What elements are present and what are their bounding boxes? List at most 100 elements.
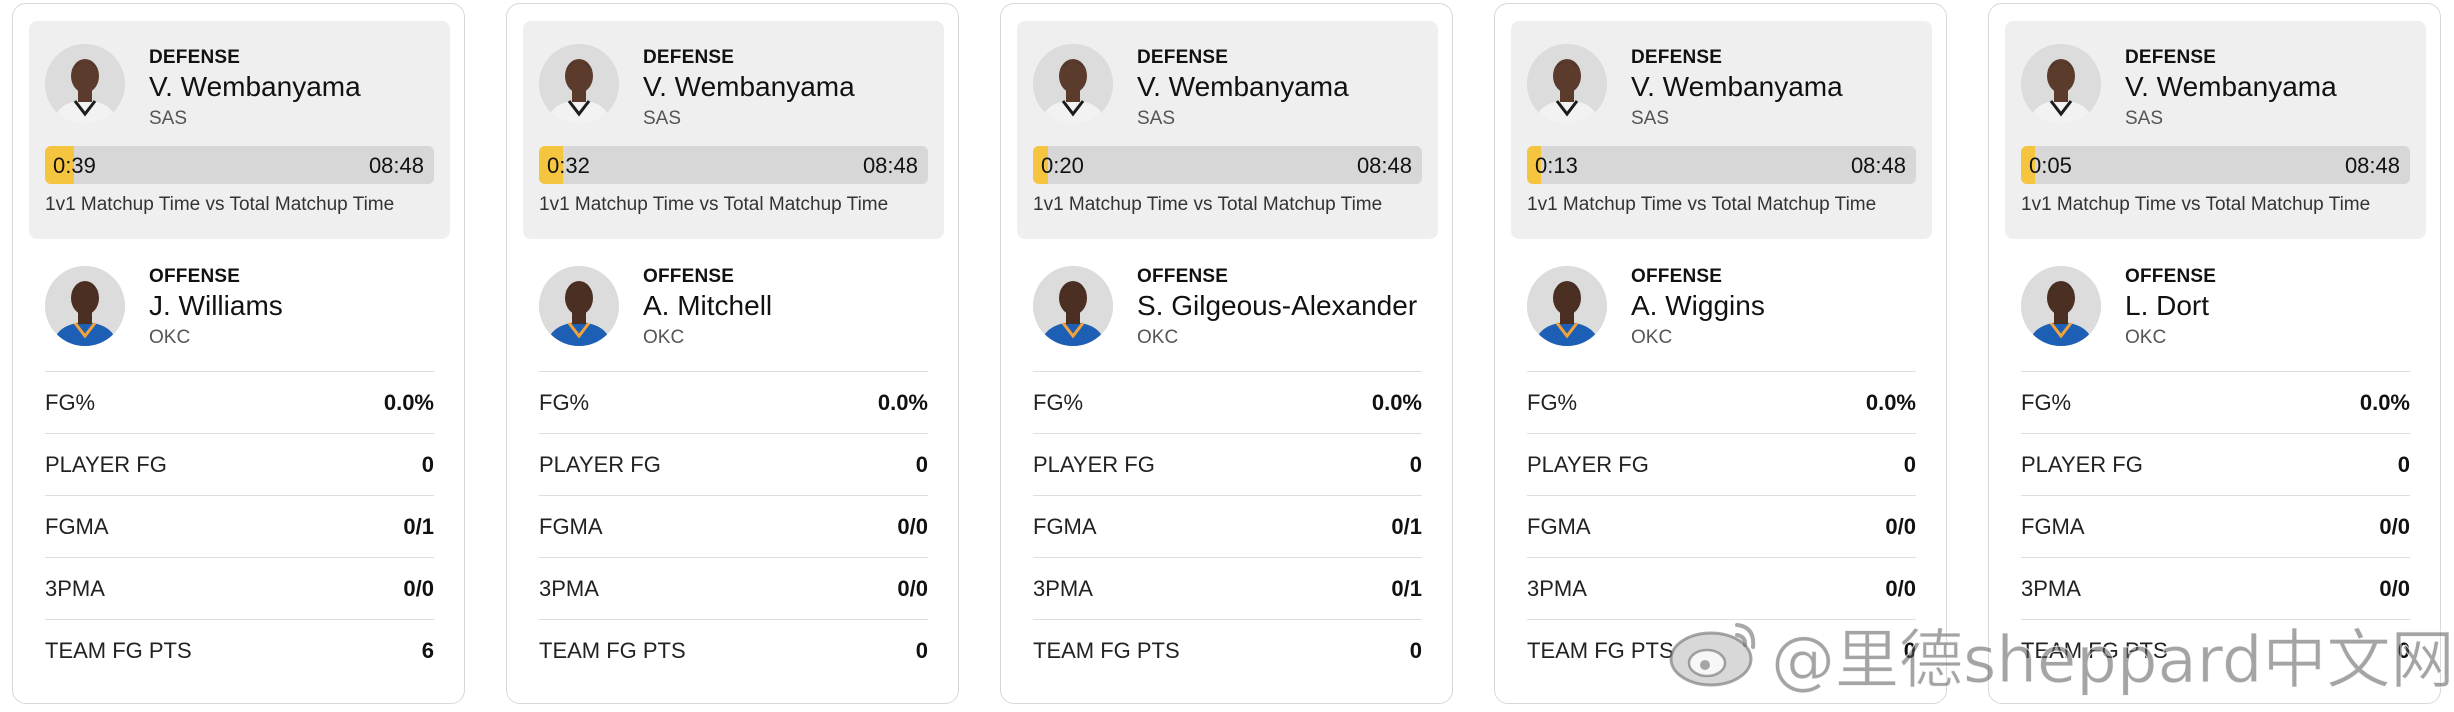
offense-player-team: OKC [1631,327,1673,348]
stat-row: FG% 0.0% [45,371,434,433]
offense-player-team: OKC [149,327,191,348]
defender-team: SAS [1137,108,1176,129]
matchup-card: DEFENSE V. Wembanyama SAS 0:32 08:48 1v1… [506,3,959,704]
stat-row: 3PMA 0/0 [2021,557,2410,619]
stat-row: FGMA 0/1 [1033,495,1422,557]
offense-role-label: OFFENSE [2125,266,2217,287]
matchup-time-fill [1033,146,1048,184]
offense-role-label: OFFENSE [1137,266,1229,287]
defender-avatar [539,44,619,124]
stat-label: FG% [1033,390,1084,415]
defense-role-label: DEFENSE [1137,47,1229,68]
stat-value: 0 [1409,638,1422,663]
stat-value: 0 [2397,452,2410,477]
total-matchup-time: 08:48 [1356,153,1412,178]
offense-player-avatar [1033,266,1113,346]
stat-label: TEAM FG PTS [2021,638,2168,663]
matchup-time-fill [539,146,563,184]
player-headshot-icon [1527,266,1607,346]
stat-row: FG% 0.0% [539,371,928,433]
matchup-time-bar: 0:32 08:48 [539,146,928,184]
offense-player-name: A. Wiggins [1631,290,1765,321]
stat-value: 0.0% [2359,390,2410,415]
stat-row: 3PMA 0/0 [1527,557,1916,619]
stat-value: 0/0 [403,576,434,601]
offense-panel: OFFENSE A. Wiggins OKC [1511,266,1932,348]
matchup-time-bar: 0:13 08:48 [1527,146,1916,184]
stat-row: FG% 0.0% [1033,371,1422,433]
total-matchup-time: 08:48 [368,153,424,178]
player-headshot-icon [539,266,619,346]
stat-label: TEAM FG PTS [1033,638,1180,663]
player-headshot-icon [1033,266,1113,346]
player-headshot-icon [2021,44,2101,124]
stat-value: 0.0% [1371,390,1422,415]
matchup-card: DEFENSE V. Wembanyama SAS 0:20 08:48 1v1… [1000,3,1453,704]
stat-label: FG% [45,390,96,415]
stat-value: 0/0 [2379,576,2410,601]
stat-value: 0 [421,452,434,477]
stat-label: TEAM FG PTS [45,638,192,663]
offense-player-avatar [1527,266,1607,346]
defense-role-label: DEFENSE [1631,47,1723,68]
defense-role-label: DEFENSE [643,47,735,68]
offense-player-team: OKC [1137,327,1179,348]
stat-label: FG% [2021,390,2072,415]
defender-avatar [2021,44,2101,124]
matchup-time-bar: 0:20 08:48 [1033,146,1422,184]
stat-value: 6 [421,638,434,663]
stat-label: TEAM FG PTS [539,638,686,663]
defender-team: SAS [2125,108,2164,129]
offense-player-team: OKC [643,327,685,348]
offense-role-label: OFFENSE [1631,266,1723,287]
matchup-time: 0:20 [1041,153,1084,178]
stat-row: TEAM FG PTS 0 [539,619,928,681]
stat-row: PLAYER FG 0 [1033,433,1422,495]
stat-label: FGMA [539,514,603,539]
stat-row: PLAYER FG 0 [539,433,928,495]
stats-table: FG% 0.0% PLAYER FG 0 FGMA 0/0 3PMA 0/0 TEAM … [2021,371,2410,681]
stat-value: 0.0% [877,390,928,415]
matchup-time: 0:13 [1535,153,1578,178]
defender-avatar [1033,44,1113,124]
defense-panel: DEFENSE V. Wembanyama SAS 0:13 08:48 1v1… [1511,21,1932,239]
stat-value: 0 [1409,452,1422,477]
stat-row: FG% 0.0% [1527,371,1916,433]
stat-row: FGMA 0/0 [1527,495,1916,557]
stat-label: PLAYER FG [1527,452,1649,477]
matchup-bar-caption: 1v1 Matchup Time vs Total Matchup Time [1033,194,1383,215]
defender-name: V. Wembanyama [2125,71,2337,102]
stats-table: FG% 0.0% PLAYER FG 0 FGMA 0/0 3PMA 0/0 TEAM … [539,371,928,681]
player-headshot-icon [2021,266,2101,346]
stat-value: 0 [2397,638,2410,663]
player-headshot-icon [45,44,125,124]
stats-table: FG% 0.0% PLAYER FG 0 FGMA 0/1 3PMA 0/1 TEAM … [1033,371,1422,681]
stat-value: 0/0 [897,514,928,539]
offense-player-name: S. Gilgeous-Alexander [1137,290,1418,321]
matchup-bar-caption: 1v1 Matchup Time vs Total Matchup Time [1527,194,1877,215]
offense-player-name: J. Williams [149,290,283,321]
total-matchup-time: 08:48 [1850,153,1906,178]
stat-value: 0/0 [1885,514,1916,539]
offense-player-name: L. Dort [2125,290,2210,321]
matchup-bar-caption: 1v1 Matchup Time vs Total Matchup Time [45,194,395,215]
player-headshot-icon [1527,44,1607,124]
stat-value: 0/1 [1391,576,1422,601]
stat-label: FGMA [45,514,109,539]
offense-role-label: OFFENSE [149,266,241,287]
stat-value: 0/0 [1885,576,1916,601]
stats-table: FG% 0.0% PLAYER FG 0 FGMA 0/0 3PMA 0/0 TEAM … [1527,371,1916,681]
defense-panel: DEFENSE V. Wembanyama SAS 0:32 08:48 1v1… [523,21,944,239]
offense-panel: OFFENSE J. Williams OKC [29,266,450,348]
stat-value: 0 [1903,452,1916,477]
stat-label: TEAM FG PTS [1527,638,1674,663]
stat-label: PLAYER FG [45,452,167,477]
stat-row: TEAM FG PTS 6 [45,619,434,681]
stat-row: TEAM FG PTS 0 [1033,619,1422,681]
stat-row: 3PMA 0/0 [539,557,928,619]
stat-label: FGMA [1033,514,1097,539]
stat-value: 0/1 [1391,514,1422,539]
stat-value: 0.0% [1865,390,1916,415]
stat-value: 0 [915,452,928,477]
